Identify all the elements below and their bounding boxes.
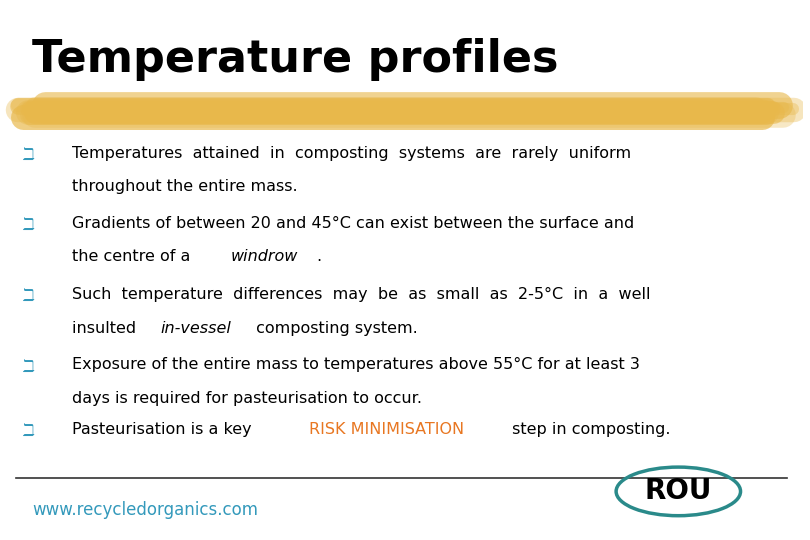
Text: windrow: windrow xyxy=(230,249,297,265)
Text: www.recycledorganics.com: www.recycledorganics.com xyxy=(32,501,258,519)
Text: Exposure of the entire mass to temperatures above 55°C for at least 3: Exposure of the entire mass to temperatu… xyxy=(72,357,640,373)
Text: RISK MINIMISATION: RISK MINIMISATION xyxy=(309,422,463,437)
Text: Gradients of between 20 and 45°C can exist between the surface and: Gradients of between 20 and 45°C can exi… xyxy=(72,216,634,231)
Text: days is required for pasteurisation to occur.: days is required for pasteurisation to o… xyxy=(72,391,422,406)
Text: in-vessel: in-vessel xyxy=(161,321,232,336)
Text: throughout the entire mass.: throughout the entire mass. xyxy=(72,179,298,194)
Text: ROU: ROU xyxy=(645,477,712,505)
Text: the centre of a: the centre of a xyxy=(72,249,196,265)
Text: Such  temperature  differences  may  be  as  small  as  2-5°C  in  a  well: Such temperature differences may be as s… xyxy=(72,287,650,302)
Text: ℶ: ℶ xyxy=(22,287,34,305)
Text: step in composting.: step in composting. xyxy=(507,422,671,437)
Text: ℶ: ℶ xyxy=(22,357,34,375)
Text: ℶ: ℶ xyxy=(22,146,34,164)
Text: Temperatures  attained  in  composting  systems  are  rarely  uniform: Temperatures attained in composting syst… xyxy=(72,146,631,161)
Text: composting system.: composting system. xyxy=(251,321,418,336)
Text: ℶ: ℶ xyxy=(22,216,34,234)
Text: insulted: insulted xyxy=(72,321,142,336)
Text: .: . xyxy=(317,249,322,265)
Text: Pasteurisation is a key: Pasteurisation is a key xyxy=(72,422,257,437)
Text: ℶ: ℶ xyxy=(22,422,34,440)
Text: Temperature profiles: Temperature profiles xyxy=(32,38,559,81)
